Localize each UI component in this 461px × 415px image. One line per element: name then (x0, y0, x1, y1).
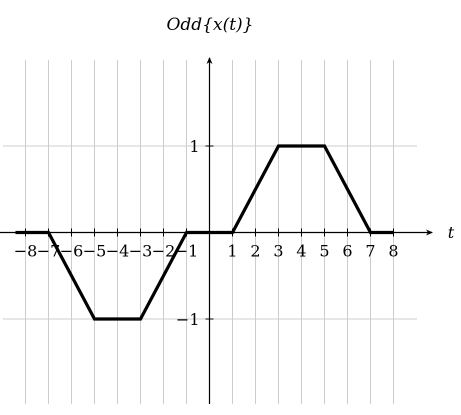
x-tick-label: −3 (129, 242, 153, 261)
x-tick-label: 2 (250, 242, 260, 261)
x-tick-label: 4 (296, 242, 306, 261)
x-tick-label: −1 (175, 242, 199, 261)
x-axis-label: t (448, 223, 455, 242)
x-tick-label: −4 (106, 242, 130, 261)
series-layer (15, 144, 394, 321)
x-tick-label: 6 (342, 242, 352, 261)
series-line (25, 144, 394, 321)
x-tick-label: 5 (319, 242, 329, 261)
y-tick-label: −1 (176, 310, 200, 329)
x-tick-label: 7 (365, 242, 375, 261)
x-tick-label: −8 (14, 242, 38, 261)
chart-title: Odd{x(t)} (166, 15, 253, 35)
x-tick-label: 8 (388, 242, 398, 261)
x-tick-label: −2 (152, 242, 176, 261)
x-tick-label: 3 (273, 242, 283, 261)
x-tick-label: −7 (37, 242, 61, 261)
labels: Odd{x(t)} t −8 −7 −6 −5 −4 −3 −2 −1 1 2 3 4 5 6 7 81−1 (14, 15, 455, 329)
x-tick-label: −5 (83, 242, 107, 261)
x-tick-label: 1 (227, 242, 237, 261)
y-tick-label: 1 (189, 137, 199, 156)
x-tick-label: −6 (60, 242, 84, 261)
